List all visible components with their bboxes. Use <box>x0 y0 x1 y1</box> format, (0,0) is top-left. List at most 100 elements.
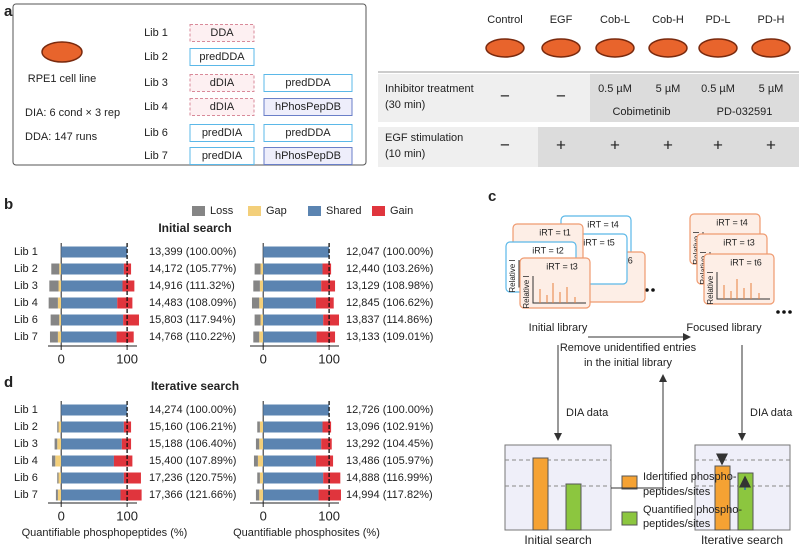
x-tick-label: 100 <box>116 351 138 366</box>
bar-icon <box>532 457 549 531</box>
category-label: Lib 7 <box>14 489 38 501</box>
card-label: iRT = t1 <box>539 227 570 237</box>
bar-segment <box>49 280 59 292</box>
bar-segment <box>259 297 264 309</box>
x-axis-label: Quantifiable phosphopeptides (%) <box>22 527 188 539</box>
source-box <box>189 124 255 142</box>
bar-segment <box>263 455 316 467</box>
category-label: Lib 3 <box>14 280 38 292</box>
category-label: Lib 3 <box>14 438 38 450</box>
note: DIA data <box>566 407 609 419</box>
bar-segment <box>323 314 339 326</box>
legend-swatch <box>308 206 321 216</box>
bar-segment <box>122 280 135 292</box>
bar-segment <box>61 404 128 416</box>
bar-segment <box>57 489 62 501</box>
source-box <box>263 147 353 165</box>
legend-swatch <box>621 475 638 490</box>
bar-segment <box>54 438 58 450</box>
panel-label: c <box>488 188 496 205</box>
category-label: Lib 7 <box>14 331 38 343</box>
library-name: Lib 4 <box>144 101 168 113</box>
bar-segment <box>263 331 317 343</box>
bar-segment <box>113 455 133 467</box>
category-label: Lib 1 <box>14 404 38 416</box>
value-annotation: 13,837 (114.86%) <box>346 314 433 326</box>
card-label: iRT = t4 <box>587 219 618 229</box>
value-annotation: 12,047 (100.00%) <box>346 246 433 258</box>
bar-segment <box>321 438 332 450</box>
source-label: hPhosPepDB <box>275 150 341 162</box>
card-label: iRT = t3 <box>723 237 754 247</box>
bar-segment <box>322 263 332 275</box>
value-annotation: 14,888 (116.99%) <box>346 472 433 484</box>
library-name: Lib 7 <box>144 150 168 162</box>
arrow <box>611 374 667 489</box>
x-tick-label: 0 <box>58 351 65 366</box>
card-label: iRT = t6 <box>730 257 761 267</box>
row-cell: 0.5 µM <box>701 83 735 95</box>
source-label: predDDA <box>285 77 331 89</box>
dish <box>41 41 83 63</box>
x-axis-label: Quantifiable phosphosites (%) <box>233 527 380 539</box>
source-box <box>189 98 255 116</box>
chart-title: Initial search <box>158 221 231 235</box>
bar-segment <box>254 263 261 275</box>
x-tick-label: 100 <box>318 351 340 366</box>
bar-segment <box>259 331 264 343</box>
bar-segment <box>51 455 56 467</box>
row-cell: + <box>766 135 776 154</box>
card-label: iRT = t4 <box>716 217 747 227</box>
dish <box>751 38 791 58</box>
source-box <box>263 74 353 92</box>
source-label: predDIA <box>202 150 243 162</box>
panel-label: a <box>4 3 13 20</box>
bar-segment <box>263 438 322 450</box>
x-tick-label: 100 <box>318 508 340 523</box>
legend-swatch <box>372 206 385 216</box>
value-annotation: 15,188 (106.40%) <box>149 438 236 450</box>
condition: EGF <box>550 14 573 26</box>
x-tick-label: 100 <box>116 508 138 523</box>
bar-segment <box>49 331 58 343</box>
category-label: Lib 6 <box>14 472 38 484</box>
value-annotation: 12,440 (103.26%) <box>346 263 433 275</box>
value-annotation: 15,160 (106.21%) <box>149 421 236 433</box>
bar-segment <box>58 472 62 484</box>
panel-label: d <box>4 374 13 391</box>
legend-swatch <box>192 206 205 216</box>
bar-segment <box>255 489 260 501</box>
bar-segment <box>263 263 323 275</box>
condition: Cob-H <box>652 14 684 26</box>
source-label: dDIA <box>210 77 235 89</box>
axis-label: Relative I <box>706 271 715 304</box>
bar-segment <box>257 472 260 484</box>
bar-segment <box>260 314 264 326</box>
category-label: Lib 4 <box>14 455 38 467</box>
library-name: Lib 6 <box>144 127 168 139</box>
drug: PD-032591 <box>717 106 773 118</box>
source-label: DDA <box>210 27 234 39</box>
value-annotation: 14,274 (100.00%) <box>149 404 236 416</box>
dish <box>698 38 738 58</box>
legend-label: Quantified phospho- <box>643 504 742 516</box>
bar-segment <box>48 297 58 309</box>
bar-segment <box>61 455 114 467</box>
row-label: EGF stimulation <box>385 132 463 144</box>
source-box <box>189 24 255 42</box>
category-label: Lib 2 <box>14 263 38 275</box>
value-annotation: 14,916 (111.32%) <box>149 280 235 292</box>
bar-segment <box>263 421 323 433</box>
legend-label: peptides/sites <box>643 518 711 530</box>
bar-segment <box>259 280 264 292</box>
row-cell: 5 µM <box>759 83 784 95</box>
value-annotation: 13,486 (105.97%) <box>346 455 433 467</box>
bar-segment <box>263 472 324 484</box>
bar-segment <box>57 438 62 450</box>
card-label: iRT = t2 <box>532 245 563 255</box>
bar-segment <box>55 455 62 467</box>
bar-segment <box>57 421 59 433</box>
bar-segment <box>254 314 261 326</box>
bar-segment <box>59 314 62 326</box>
category-label: Lib 4 <box>14 297 38 309</box>
